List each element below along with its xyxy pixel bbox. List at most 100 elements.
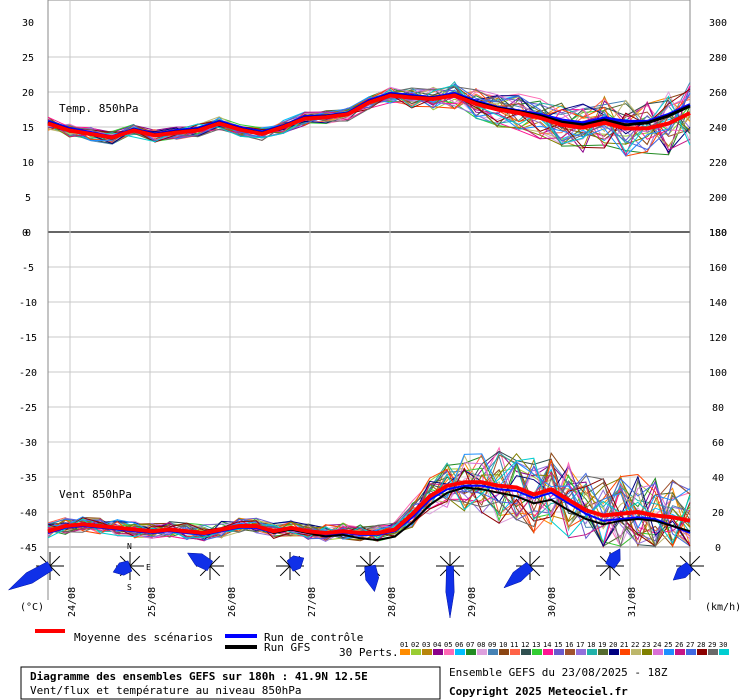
- wind-ytick-left: -30: [19, 438, 37, 449]
- pert-legend-number: 21: [620, 641, 628, 649]
- wind-ytick-left: -5: [22, 263, 34, 274]
- unit-right-label: (km/h): [705, 602, 740, 613]
- wind-ytick-left: -45: [19, 543, 37, 554]
- x-date-label: 30/08: [547, 587, 558, 617]
- pert-legend-swatch: [719, 649, 729, 655]
- pert-legend-swatch: [433, 649, 443, 655]
- pert-legend-number: 27: [686, 641, 694, 649]
- pert-legend-swatch: [455, 649, 465, 655]
- legend-mean-swatch: [35, 629, 65, 633]
- pert-legend-swatch: [444, 649, 454, 655]
- pert-legend-number: 08: [477, 641, 485, 649]
- wind-rose-spoke: [369, 555, 381, 567]
- temp-ytick-left: 20: [22, 88, 34, 99]
- pert-legend-swatch: [510, 649, 520, 655]
- wind-rose-spoke: [209, 555, 221, 567]
- wind-ytick-left: -15: [19, 333, 37, 344]
- x-date-label: 27/08: [307, 587, 318, 617]
- footer: Diagramme des ensembles GEFS sur 180h : …: [20, 666, 668, 700]
- pert-legend-number: 11: [510, 641, 518, 649]
- wind-ytick-left: -20: [19, 368, 37, 379]
- temp-ytick-left: 0: [22, 228, 28, 239]
- wind-rose-spoke: [439, 555, 451, 567]
- footer-subtitle: Vent/flux et température au niveau 850hP…: [30, 684, 302, 697]
- compass-east: E: [146, 563, 151, 572]
- wind-rose-spoke: [129, 565, 141, 577]
- perturbation-legend: 01 02 03 04 05 06 07 08 09 10 11 12 13 14 15 16 17 18 19 20…: [400, 641, 729, 655]
- pert-legend-swatch: [598, 649, 608, 655]
- wind-rose-petal: [286, 555, 305, 572]
- pert-legend-number: 15: [554, 641, 562, 649]
- chart-grid: [47, 0, 691, 600]
- wind-perturbation-line: [47, 467, 691, 547]
- wind-rose-petal: [605, 548, 621, 569]
- wind-mean-line: [47, 480, 691, 535]
- pert-legend-swatch: [554, 649, 564, 655]
- wind-rose-spoke: [279, 565, 291, 577]
- footer-title-box: [20, 666, 441, 700]
- wind-rose: [503, 552, 544, 589]
- wind-rose-spoke: [609, 565, 621, 577]
- pert-legend-swatch: [697, 649, 707, 655]
- wind-rose-spoke: [49, 565, 61, 577]
- pert-legend-number: 09: [488, 641, 496, 649]
- wind-rose-petal: [8, 561, 53, 591]
- pert-legend-swatch: [488, 649, 498, 655]
- wind-rose-petal: [445, 565, 455, 619]
- wind-rose-petal: [187, 552, 214, 572]
- footer-title: Diagramme des ensembles GEFS sur 180h : …: [30, 670, 368, 683]
- temp-ytick-left: 0: [25, 228, 31, 239]
- pert-legend-swatch: [664, 649, 674, 655]
- wind-ytick-left: -25: [19, 403, 37, 414]
- pert-legend-swatch: [653, 649, 663, 655]
- pert-legend-swatch: [631, 649, 641, 655]
- main-lines: [47, 91, 691, 541]
- legend: Moyenne des scénarios Run de contrôle Ru…: [35, 629, 729, 659]
- x-date-label: 25/08: [147, 587, 158, 617]
- pert-legend-number: 05: [444, 641, 452, 649]
- temp-ytick-left: 30: [22, 18, 34, 29]
- wind-rose: [436, 552, 464, 619]
- pert-legend-number: 25: [664, 641, 672, 649]
- pert-legend-number: 02: [411, 641, 419, 649]
- wind-rose-petal: [364, 564, 380, 593]
- wind-ytick-right: 140: [709, 298, 727, 309]
- wind-ytick-right: 100: [709, 368, 727, 379]
- pert-legend-number: 04: [433, 641, 441, 649]
- pert-legend-number: 19: [598, 641, 606, 649]
- compass-south: S: [127, 583, 132, 592]
- pert-legend-swatch: [609, 649, 619, 655]
- wind-ytick-right: 180: [709, 228, 727, 239]
- wind-rose: [356, 552, 384, 593]
- pert-legend-swatch: [411, 649, 421, 655]
- x-date-label: 24/08: [67, 587, 78, 617]
- compass-north: N: [127, 542, 132, 551]
- temp-ytick-right: 260: [709, 88, 727, 99]
- wind-ytick-left: -35: [19, 473, 37, 484]
- pert-legend-number: 16: [565, 641, 573, 649]
- wind-rose-spoke: [129, 555, 141, 567]
- wind-rose: [596, 548, 624, 580]
- wind-ytick-left: -40: [19, 508, 37, 519]
- pert-legend-swatch: [422, 649, 432, 655]
- wind-rose: [8, 552, 64, 591]
- pert-legend-swatch: [642, 649, 652, 655]
- pert-legend-swatch: [686, 649, 696, 655]
- pert-legend-swatch: [532, 649, 542, 655]
- temp-ytick-left: 15: [22, 123, 34, 134]
- temp-ytick-right: 240: [709, 123, 727, 134]
- x-date-label: 28/08: [387, 587, 398, 617]
- footer-copyright: Copyright 2025 Meteociel.fr: [449, 685, 628, 698]
- pert-legend-swatch: [466, 649, 476, 655]
- wind-rose: [187, 552, 224, 580]
- temp-ytick-right: 280: [709, 53, 727, 64]
- pert-legend-number: 17: [576, 641, 584, 649]
- wind-rose-spoke: [49, 555, 61, 567]
- pert-legend-swatch: [587, 649, 597, 655]
- pert-legend-number: 07: [466, 641, 474, 649]
- temp-ytick-right: 180: [709, 228, 727, 239]
- legend-control-label: Run de contrôle: [264, 631, 363, 644]
- temp-mean-line: [47, 93, 691, 140]
- x-date-label: 31/08: [627, 587, 638, 617]
